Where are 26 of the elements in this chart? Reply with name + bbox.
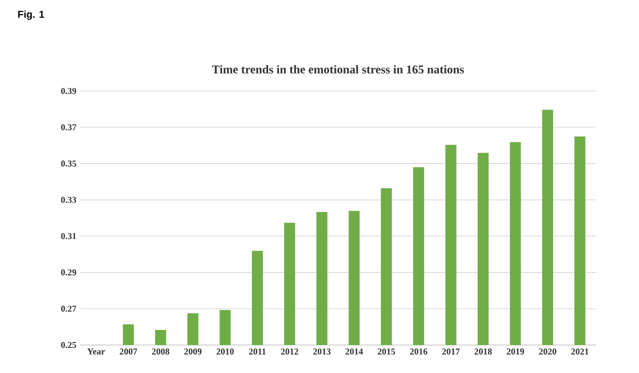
x-tick-label: 2018 bbox=[474, 348, 492, 355]
caption: Fig. 1 bbox=[18, 10, 44, 20]
x-tick-label: 2016 bbox=[410, 348, 428, 355]
x-tick-label: Year bbox=[87, 348, 105, 354]
y-tick-label: 0.35 bbox=[61, 160, 76, 167]
y-tick-label: 0.25 bbox=[61, 342, 76, 348]
x-tick-label: 2009 bbox=[184, 348, 202, 355]
x-tick-label: 2010 bbox=[216, 348, 234, 355]
x-tick-label: 2008 bbox=[152, 348, 170, 355]
chart-title: Time trends in the emotional stress in 165 nations bbox=[212, 65, 464, 74]
x-tick-label: 2015 bbox=[378, 348, 396, 355]
y-tick-label: 0.33 bbox=[61, 196, 76, 203]
x-tick-label: 2017 bbox=[442, 348, 460, 355]
x-tick-label: 2007 bbox=[120, 348, 138, 355]
x-tick-label: 2011 bbox=[249, 348, 266, 355]
y-tick-label: 0.27 bbox=[61, 306, 76, 312]
x-tick-label: 2021 bbox=[571, 348, 588, 355]
y-tick-label: 0.39 bbox=[61, 88, 76, 94]
y-tick-label: 0.37 bbox=[61, 124, 76, 130]
x-tick-label: 2014 bbox=[346, 348, 363, 355]
x-tick-label: 2012 bbox=[281, 348, 298, 355]
y-tick-label: 0.31 bbox=[61, 233, 76, 240]
x-tick-label: 2013 bbox=[313, 348, 331, 355]
x-tick-label: 2020 bbox=[539, 348, 556, 355]
y-tick-label: 0.29 bbox=[61, 269, 76, 276]
x-tick-label: 2019 bbox=[506, 348, 524, 355]
